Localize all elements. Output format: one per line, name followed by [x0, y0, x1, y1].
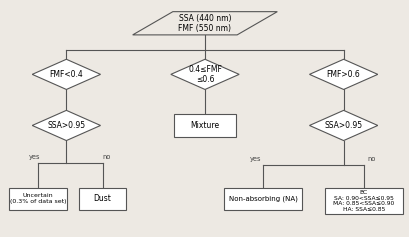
Text: Dust: Dust [93, 194, 111, 203]
Polygon shape [32, 110, 100, 141]
Text: SSA>0.95: SSA>0.95 [324, 121, 362, 130]
Polygon shape [133, 12, 276, 35]
FancyBboxPatch shape [79, 188, 125, 210]
Polygon shape [171, 59, 238, 90]
Polygon shape [309, 59, 377, 90]
Text: yes: yes [249, 156, 261, 162]
Text: no: no [366, 156, 375, 162]
Text: Non-absorbing (NA): Non-absorbing (NA) [228, 195, 297, 202]
FancyBboxPatch shape [9, 188, 67, 210]
Text: no: no [102, 154, 110, 160]
Text: FMF<0.4: FMF<0.4 [49, 70, 83, 79]
FancyBboxPatch shape [224, 188, 302, 210]
Text: yes: yes [28, 154, 40, 160]
Text: SSA>0.95: SSA>0.95 [47, 121, 85, 130]
Polygon shape [32, 59, 100, 90]
Text: BC
SA: 0.90<SSA≤0.95
MA: 0.85<SSA≤0.90
HA: SSA≤0.85: BC SA: 0.90<SSA≤0.95 MA: 0.85<SSA≤0.90 H… [332, 190, 393, 212]
FancyBboxPatch shape [324, 188, 402, 214]
Text: Mixture: Mixture [190, 121, 219, 130]
Text: SSA (440 nm)
FMF (550 nm): SSA (440 nm) FMF (550 nm) [178, 14, 231, 33]
FancyBboxPatch shape [173, 114, 236, 137]
Polygon shape [309, 110, 377, 141]
Text: FMF>0.6: FMF>0.6 [326, 70, 360, 79]
Text: Uncertain
(0.3% of data set): Uncertain (0.3% of data set) [10, 193, 66, 204]
Text: 0.4≤FMF
≤0.6: 0.4≤FMF ≤0.6 [188, 65, 221, 84]
